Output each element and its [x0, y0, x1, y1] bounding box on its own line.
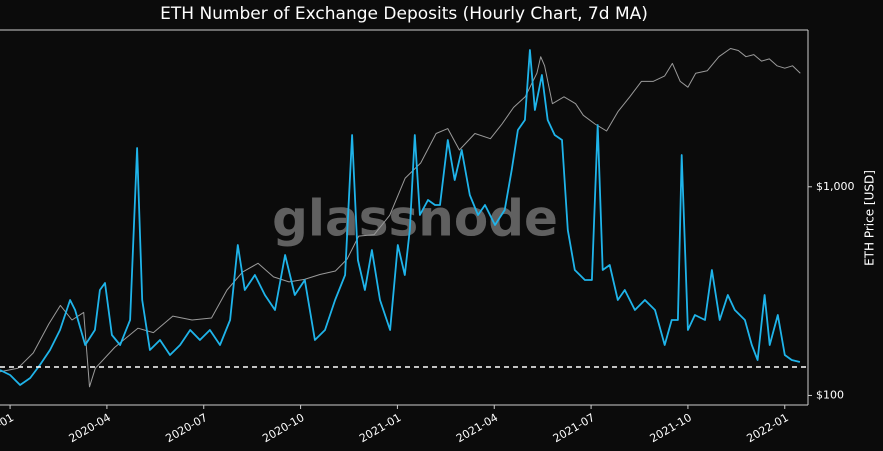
x-tick-label: 2020-04 — [67, 411, 113, 445]
data-line — [0, 49, 801, 386]
data-line — [0, 48, 801, 388]
x-tick-label: 2021-10 — [648, 411, 694, 445]
y2-tick-label: $100 — [816, 388, 844, 401]
x-tick-label: 2022-01 — [744, 411, 790, 445]
x-tick-label: 2020-01 — [0, 411, 16, 445]
y2-axis-title: ETH Price [USD] — [863, 170, 877, 266]
x-tick-label: 2021-01 — [357, 411, 403, 445]
x-tick-label: 2021-04 — [454, 411, 500, 445]
watermark: glassnode — [272, 190, 558, 248]
x-tick-label: 2020-10 — [260, 411, 306, 445]
x-tick-label: 2020-07 — [163, 411, 209, 445]
x-tick-label: 2021-07 — [551, 411, 597, 445]
y2-tick-label: $1,000 — [816, 180, 855, 193]
chart-title: ETH Number of Exchange Deposits (Hourly … — [160, 4, 648, 24]
